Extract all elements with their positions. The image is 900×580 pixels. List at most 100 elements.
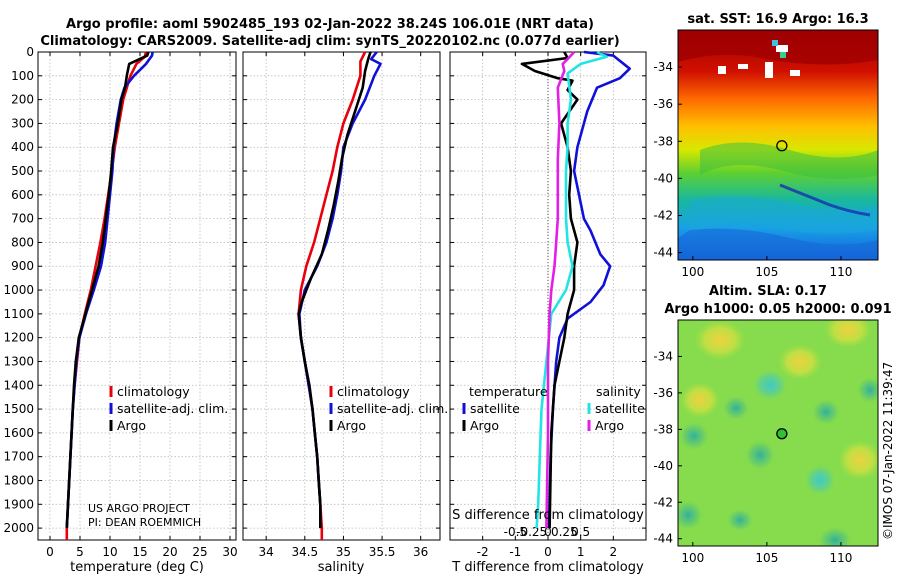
map-x-tick-label: 105 — [755, 265, 778, 279]
y-tick-label: 100 — [11, 69, 34, 83]
x-tick-label: 2 — [610, 545, 618, 559]
difference-xlabel: T difference from climatology — [451, 560, 644, 575]
y-tick-label: 500 — [11, 164, 34, 178]
legend-satellite-label: satellite-adj. clim. — [117, 401, 228, 416]
x-tick-label: 1 — [577, 545, 585, 559]
sst-map-image — [678, 30, 878, 260]
x-tick-label: 36 — [413, 545, 428, 559]
series-line — [535, 50, 609, 529]
salinity-legend: climatology satellite-adj. clim. Argo — [329, 384, 448, 433]
figure-title-line1: Argo profile: aoml 5902485_193 02-Jan-20… — [66, 17, 594, 32]
legend-climatology-label: climatology — [117, 384, 190, 399]
sst-map-axes: 100 105 110 -34 -36 -38 -40 -42 -44 — [653, 60, 852, 279]
sla-map-title-line1: Altim. SLA: 0.17 — [709, 284, 827, 299]
series-line — [520, 51, 579, 529]
y-tick-label: 1200 — [3, 331, 34, 345]
x-tick-label: -2 — [477, 545, 489, 559]
sst-map-frame — [677, 29, 879, 261]
x-tick-label: 34 — [259, 545, 274, 559]
series-line — [65, 51, 148, 540]
legend-argo-label: Argo — [117, 418, 146, 433]
salinity-panel: 34 34.5 35 35.5 36 — [242, 51, 441, 559]
series-line — [547, 50, 631, 529]
difference-xlabel-top: S difference from climatology — [452, 508, 644, 523]
x-tick-label: 0 — [544, 545, 552, 559]
y-tick-label: 600 — [11, 188, 34, 202]
y-tick-label: 1000 — [3, 283, 34, 297]
y-tick-label: 1100 — [3, 307, 34, 321]
map-y-tick-label: -34 — [653, 349, 673, 363]
map-y-tick-label: -42 — [653, 208, 673, 222]
map-y-tick-label: -38 — [653, 422, 673, 436]
map-y-tick-label: -44 — [653, 532, 673, 546]
map-x-tick-label: 100 — [681, 551, 704, 565]
y-tick-label: 700 — [11, 212, 34, 226]
legend-temp-argo-label: Argo — [470, 418, 499, 433]
s-tick-label: -0.25 — [516, 525, 547, 539]
sla-argo-marker — [776, 428, 788, 440]
s-tick-label: 0.5 — [571, 525, 590, 539]
x-tick-label: 10 — [102, 545, 117, 559]
imos-stamp: ©IMOS 07-Jan-2022 11:39:47 — [881, 362, 895, 540]
map-y-tick-label: -40 — [653, 171, 673, 185]
map-y-tick-label: -34 — [653, 60, 673, 74]
series-line — [297, 51, 372, 529]
map-y-tick-label: -36 — [653, 386, 673, 400]
x-tick-label: 25 — [192, 545, 207, 559]
plot-frame — [242, 51, 441, 541]
sla-map-axes: 100 105 110 -34 -36 -38 -40 -42 -44 — [653, 349, 852, 565]
sla-map-frame — [677, 319, 879, 547]
y-tick-label: 200 — [11, 93, 34, 107]
x-tick-label: 35 — [336, 545, 351, 559]
s-tick-label: 0.25 — [551, 525, 578, 539]
legend-argo-label: Argo — [337, 418, 366, 433]
map-y-tick-label: -42 — [653, 495, 673, 509]
legend-title-temperature: temperature — [469, 384, 548, 399]
series-line — [297, 51, 367, 540]
y-tick-label: 900 — [11, 259, 34, 273]
y-tick-label: 1900 — [3, 497, 34, 511]
y-tick-label: 1500 — [3, 402, 34, 416]
map-y-tick-label: -36 — [653, 97, 673, 111]
x-tick-label: -1 — [509, 545, 521, 559]
y-tick-label: 400 — [11, 140, 34, 154]
y-tick-label: 1400 — [3, 378, 34, 392]
sla-map-title-line2: Argo h1000: 0.05 h2000: 0.091 — [664, 302, 891, 317]
x-tick-label: 20 — [162, 545, 177, 559]
map-y-tick-label: -38 — [653, 134, 673, 148]
map-y-tick-label: -40 — [653, 459, 673, 473]
legend-sal-argo-label: Argo — [595, 418, 624, 433]
series-line — [65, 51, 150, 529]
y-tick-label: 1300 — [3, 354, 34, 368]
y-tick-label: 1600 — [3, 426, 34, 440]
series-line — [545, 51, 576, 529]
difference-panel: -2 -1 0 1 2-0.5-0.250 0.250.5 — [449, 50, 647, 559]
project-note: US ARGO PROJECT — [88, 502, 190, 515]
x-tick-label: 35.5 — [369, 545, 396, 559]
y-tick-label: 1700 — [3, 450, 34, 464]
y-tick-label: 300 — [11, 116, 34, 130]
map-x-tick-label: 100 — [681, 265, 704, 279]
map-x-tick-label: 110 — [830, 265, 853, 279]
temperature-panel: 0100200300400500600700800900100011001200… — [3, 45, 237, 559]
x-tick-label: 15 — [132, 545, 147, 559]
series-line — [298, 51, 382, 529]
legend-satellite-label: satellite-adj. clim. — [337, 401, 448, 416]
difference-legend: temperature salinity satellite Argo sate… — [462, 384, 645, 433]
legend-temp-satellite-label: satellite — [470, 401, 520, 416]
x-tick-label: 34.5 — [291, 545, 318, 559]
map-x-tick-label: 110 — [830, 551, 853, 565]
s-tick-label: -0.5 — [504, 525, 527, 539]
legend-sal-satellite-label: satellite — [595, 401, 645, 416]
sst-argo-marker — [776, 140, 788, 152]
y-tick-label: 0 — [26, 45, 34, 59]
y-tick-label: 800 — [11, 235, 34, 249]
x-tick-label: 0 — [46, 545, 54, 559]
s-tick-label: 0 — [544, 525, 552, 539]
x-tick-label: 30 — [222, 545, 237, 559]
temperature-legend: climatology satellite-adj. clim. Argo — [109, 384, 228, 433]
map-y-tick-label: -44 — [653, 246, 673, 260]
y-tick-label: 1800 — [3, 473, 34, 487]
x-tick-label: 5 — [76, 545, 84, 559]
